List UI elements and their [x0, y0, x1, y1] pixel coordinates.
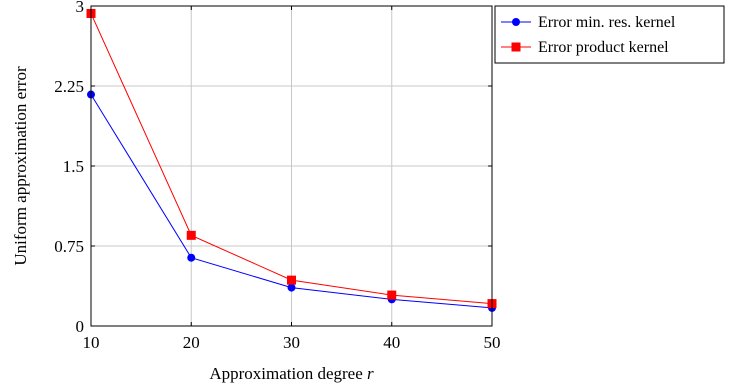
- x-axis-title-variable: r: [367, 364, 374, 383]
- y-tick-label: 0: [76, 317, 85, 336]
- legend-marker: [512, 18, 520, 26]
- x-axis-title-text: Approximation degree: [209, 364, 362, 383]
- data-point: [186, 230, 196, 240]
- legend-label: Error product kernel: [538, 39, 669, 56]
- y-axis-title: Uniform approximation error: [11, 66, 30, 266]
- legend-item-1: Error min. res. kernel: [501, 14, 676, 31]
- data-point: [187, 253, 196, 262]
- y-tick-label: 3: [76, 0, 85, 16]
- x-tick-label: 30: [283, 333, 300, 352]
- axis-ticks: 10 20 30 40 50 0 0.75 1.5 2.25 3: [54, 0, 500, 352]
- x-axis-title: Approximation degree r: [209, 364, 374, 383]
- x-tick-label: 20: [183, 333, 200, 352]
- x-tick-label: 40: [383, 333, 400, 352]
- y-tick-label: 1.5: [63, 157, 84, 176]
- data-point: [387, 290, 397, 300]
- y-tick-label: 0.75: [54, 237, 84, 256]
- legend-marker: [511, 42, 521, 52]
- x-tick-label: 10: [83, 333, 100, 352]
- legend: Error min. res. kernel Error product kern…: [494, 5, 725, 64]
- x-tick-label: 50: [484, 333, 501, 352]
- legend-box: [494, 5, 725, 64]
- y-tick-label: 2.25: [54, 77, 84, 96]
- legend-item-2: Error product kernel: [501, 39, 669, 56]
- legend-label: Error min. res. kernel: [538, 14, 676, 31]
- data-point: [287, 275, 296, 285]
- data-point: [287, 283, 296, 292]
